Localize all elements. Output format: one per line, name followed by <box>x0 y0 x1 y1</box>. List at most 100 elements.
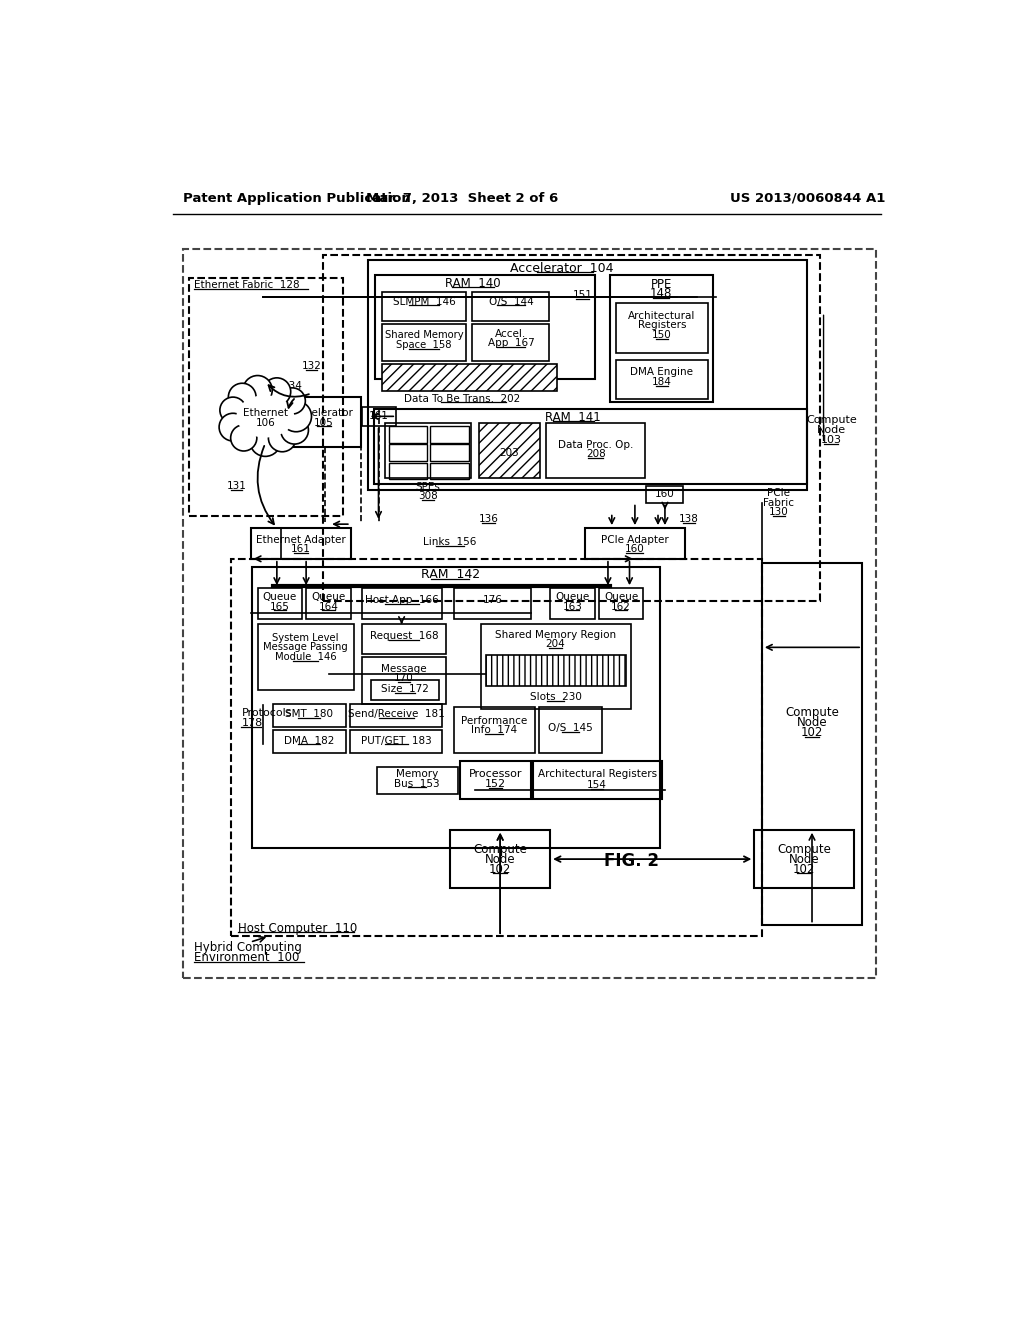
Text: 160: 160 <box>655 490 675 499</box>
Text: 164: 164 <box>318 602 338 611</box>
Text: DMA Engine: DMA Engine <box>631 367 693 378</box>
Bar <box>382 364 557 391</box>
Bar <box>585 528 685 558</box>
Text: DMA  182: DMA 182 <box>284 735 335 746</box>
Text: Space  158: Space 158 <box>396 339 452 350</box>
Text: O/S  144: O/S 144 <box>488 297 534 306</box>
Bar <box>382 323 466 360</box>
Text: Queue: Queue <box>311 593 345 602</box>
Text: Architectural: Architectural <box>628 312 695 321</box>
Text: Size  172: Size 172 <box>381 684 429 694</box>
Text: Node: Node <box>484 853 515 866</box>
Text: Host App  166: Host App 166 <box>365 595 438 606</box>
Text: 162: 162 <box>611 602 631 611</box>
Text: 176: 176 <box>482 595 503 606</box>
Text: Compute: Compute <box>785 706 839 719</box>
Text: Send/Receive  181: Send/Receive 181 <box>348 709 444 719</box>
Text: Performance: Performance <box>461 715 527 726</box>
Text: Fabric: Fabric <box>764 498 795 508</box>
Text: 148: 148 <box>650 288 673 301</box>
Bar <box>451 830 550 887</box>
Text: 152: 152 <box>485 779 506 789</box>
Bar <box>454 706 535 752</box>
Text: O/S  145: O/S 145 <box>548 723 593 733</box>
Bar <box>377 767 458 793</box>
Text: 161: 161 <box>291 544 310 554</box>
Text: Module  146: Module 146 <box>274 652 336 663</box>
Text: PCIe Adapter: PCIe Adapter <box>601 535 669 545</box>
Text: Protocols: Protocols <box>242 708 292 718</box>
Text: Node: Node <box>790 853 819 866</box>
Circle shape <box>243 376 272 405</box>
Text: Ethernet Fabric  128: Ethernet Fabric 128 <box>194 280 299 290</box>
Text: Accelerator: Accelerator <box>294 408 353 417</box>
Bar <box>323 255 819 601</box>
Bar <box>382 292 466 321</box>
Text: 308: 308 <box>418 491 437 502</box>
Text: Patent Application Publication: Patent Application Publication <box>183 191 411 205</box>
Circle shape <box>250 425 281 457</box>
Bar <box>430 462 469 479</box>
Bar <box>368 260 807 490</box>
Bar <box>183 249 876 978</box>
Bar <box>251 528 351 558</box>
Bar <box>609 276 714 403</box>
Text: Accel.: Accel. <box>496 329 526 339</box>
Bar <box>374 409 807 484</box>
Bar <box>532 760 662 799</box>
Bar <box>550 589 595 619</box>
Bar <box>189 277 343 516</box>
Bar <box>454 589 531 619</box>
Bar <box>460 760 531 799</box>
Text: 160: 160 <box>625 544 645 554</box>
Text: Info  174: Info 174 <box>471 725 517 735</box>
Bar <box>288 397 360 447</box>
Circle shape <box>281 416 308 444</box>
Text: 150: 150 <box>652 330 672 339</box>
Bar <box>762 562 862 924</box>
Text: 134: 134 <box>283 380 302 391</box>
Bar <box>478 422 541 478</box>
Text: Host Computer  110: Host Computer 110 <box>239 921 357 935</box>
Text: Hybrid Computing: Hybrid Computing <box>194 941 302 954</box>
Text: FIG. 2: FIG. 2 <box>603 851 658 870</box>
Text: 103: 103 <box>821 436 842 445</box>
Bar <box>350 704 442 726</box>
Text: Registers: Registers <box>638 321 686 330</box>
Bar <box>481 624 631 709</box>
Text: Slots  230: Slots 230 <box>529 693 582 702</box>
Text: RAM  142: RAM 142 <box>421 569 479 582</box>
Text: 102: 102 <box>489 862 511 875</box>
Bar <box>472 323 550 360</box>
Text: App  167: App 167 <box>487 338 535 348</box>
Text: Ethernet: Ethernet <box>243 408 288 417</box>
Bar <box>486 655 626 686</box>
Bar <box>258 589 302 619</box>
Text: 154: 154 <box>587 780 607 791</box>
Text: Data To Be Trans.  202: Data To Be Trans. 202 <box>403 393 520 404</box>
Text: Request  168: Request 168 <box>370 631 438 640</box>
Text: Shared Memory: Shared Memory <box>385 330 463 341</box>
Text: Environment  100: Environment 100 <box>194 952 299 964</box>
Bar <box>599 589 643 619</box>
Text: 106: 106 <box>255 417 275 428</box>
Text: Processor: Processor <box>469 770 522 779</box>
Text: 130: 130 <box>769 507 788 517</box>
Text: Data Proc. Op.: Data Proc. Op. <box>558 440 633 450</box>
Bar <box>361 407 396 425</box>
Text: Message Passing: Message Passing <box>263 643 348 652</box>
Circle shape <box>230 425 257 451</box>
Text: Queue: Queue <box>555 593 590 602</box>
Text: 208: 208 <box>586 449 605 459</box>
Text: 184: 184 <box>652 378 672 388</box>
Text: SPEs: SPEs <box>416 482 440 492</box>
Text: 203: 203 <box>500 449 519 458</box>
Text: PPE: PPE <box>650 279 672 292</box>
Bar <box>646 486 683 503</box>
Text: Queue: Queue <box>604 593 638 602</box>
Circle shape <box>219 413 247 441</box>
Text: PUT/GET  183: PUT/GET 183 <box>360 735 431 746</box>
Text: Memory: Memory <box>396 770 438 779</box>
Text: 204: 204 <box>546 639 565 649</box>
Bar <box>430 444 469 461</box>
